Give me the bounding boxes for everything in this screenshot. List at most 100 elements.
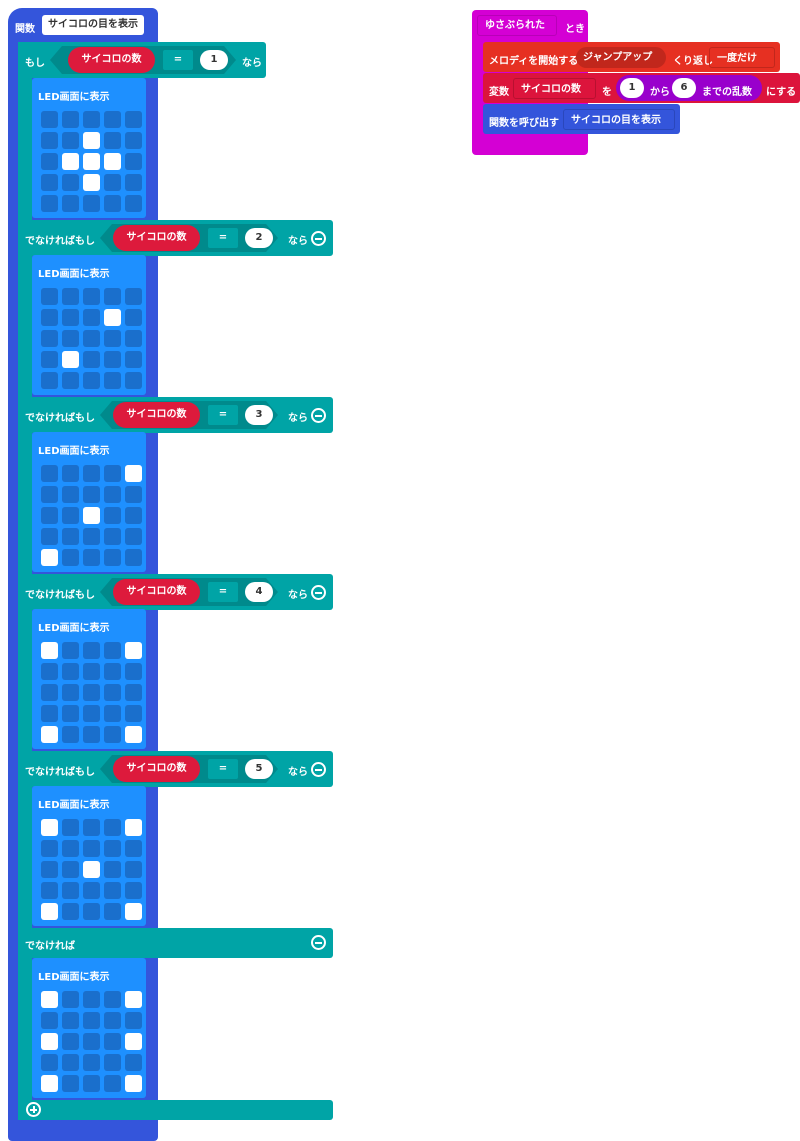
led-cell[interactable] bbox=[104, 882, 121, 899]
led-cell[interactable] bbox=[125, 309, 142, 326]
led-cell[interactable] bbox=[104, 903, 121, 920]
led-cell[interactable] bbox=[83, 903, 100, 920]
minus-circle-icon[interactable] bbox=[311, 762, 326, 777]
led-cell[interactable] bbox=[83, 840, 100, 857]
led-cell[interactable] bbox=[125, 903, 142, 920]
value-input[interactable]: 3 bbox=[245, 405, 273, 425]
led-cell[interactable] bbox=[62, 486, 79, 503]
led-cell[interactable] bbox=[83, 991, 100, 1008]
led-cell[interactable] bbox=[62, 507, 79, 524]
led-cell[interactable] bbox=[41, 882, 58, 899]
led-cell[interactable] bbox=[83, 1033, 100, 1050]
led-cell[interactable] bbox=[104, 819, 121, 836]
led-cell[interactable] bbox=[83, 372, 100, 389]
led-cell[interactable] bbox=[83, 882, 100, 899]
led-cell[interactable] bbox=[125, 1012, 142, 1029]
led-cell[interactable] bbox=[83, 486, 100, 503]
led-cell[interactable] bbox=[62, 991, 79, 1008]
else-row[interactable]: でなければ bbox=[18, 928, 333, 958]
led-cell[interactable] bbox=[125, 861, 142, 878]
random-block[interactable]: 1 から 6 までの乱数 bbox=[616, 75, 762, 101]
led-cell[interactable] bbox=[62, 330, 79, 347]
variable-reporter[interactable]: サイコロの数 bbox=[113, 756, 200, 782]
play-melody-block[interactable]: メロディを開始する ジャンプアップ くり返し 一度だけ bbox=[483, 42, 780, 72]
led-cell[interactable] bbox=[125, 195, 142, 212]
led-cell[interactable] bbox=[41, 684, 58, 701]
show-leds-block[interactable]: LED画面に表示 bbox=[32, 432, 146, 572]
led-cell[interactable] bbox=[41, 330, 58, 347]
random-max-input[interactable]: 6 bbox=[672, 78, 696, 98]
led-cell[interactable] bbox=[104, 684, 121, 701]
led-cell[interactable] bbox=[41, 819, 58, 836]
led-cell[interactable] bbox=[62, 351, 79, 368]
led-cell[interactable] bbox=[41, 642, 58, 659]
led-cell[interactable] bbox=[83, 663, 100, 680]
led-cell[interactable] bbox=[104, 174, 121, 191]
led-cell[interactable] bbox=[62, 663, 79, 680]
led-cell[interactable] bbox=[62, 642, 79, 659]
gesture-dropdown[interactable]: ゆさぶられた bbox=[477, 15, 557, 36]
show-leds-block[interactable]: LED画面に表示 bbox=[32, 609, 146, 749]
show-leds-block[interactable]: LED画面に表示 bbox=[32, 78, 146, 218]
repeat-dropdown[interactable]: 一度だけ bbox=[709, 47, 775, 68]
led-cell[interactable] bbox=[125, 372, 142, 389]
show-leds-block[interactable]: LED画面に表示 bbox=[32, 255, 146, 395]
led-cell[interactable] bbox=[62, 528, 79, 545]
show-leds-block[interactable]: LED画面に表示 bbox=[32, 786, 146, 926]
led-cell[interactable] bbox=[62, 726, 79, 743]
led-cell[interactable] bbox=[125, 642, 142, 659]
else-if-row[interactable]: でなければもし サイコロの数 = 3 なら bbox=[18, 397, 333, 433]
led-cell[interactable] bbox=[125, 111, 142, 128]
led-cell[interactable] bbox=[104, 1054, 121, 1071]
led-cell[interactable] bbox=[104, 726, 121, 743]
led-cell[interactable] bbox=[104, 1033, 121, 1050]
led-cell[interactable] bbox=[83, 465, 100, 482]
led-cell[interactable] bbox=[41, 903, 58, 920]
led-cell[interactable] bbox=[104, 507, 121, 524]
led-cell[interactable] bbox=[125, 819, 142, 836]
led-cell[interactable] bbox=[83, 726, 100, 743]
led-cell[interactable] bbox=[41, 663, 58, 680]
minus-circle-icon[interactable] bbox=[311, 585, 326, 600]
led-cell[interactable] bbox=[104, 528, 121, 545]
minus-circle-icon[interactable] bbox=[311, 935, 326, 950]
call-function-block[interactable]: 関数を呼び出す サイコロの目を表示 bbox=[483, 104, 680, 134]
minus-circle-icon[interactable] bbox=[311, 231, 326, 246]
led-cell[interactable] bbox=[125, 705, 142, 722]
led-cell[interactable] bbox=[125, 840, 142, 857]
led-cell[interactable] bbox=[104, 351, 121, 368]
led-cell[interactable] bbox=[125, 991, 142, 1008]
led-cell[interactable] bbox=[83, 705, 100, 722]
led-cell[interactable] bbox=[125, 132, 142, 149]
variable-dropdown[interactable]: サイコロの数 bbox=[513, 78, 596, 99]
led-cell[interactable] bbox=[62, 153, 79, 170]
led-cell[interactable] bbox=[83, 1012, 100, 1029]
value-input[interactable]: 4 bbox=[245, 582, 273, 602]
led-cell[interactable] bbox=[104, 1075, 121, 1092]
led-cell[interactable] bbox=[125, 351, 142, 368]
led-cell[interactable] bbox=[125, 663, 142, 680]
led-cell[interactable] bbox=[83, 549, 100, 566]
value-input[interactable]: 5 bbox=[245, 759, 273, 779]
led-cell[interactable] bbox=[104, 111, 121, 128]
led-cell[interactable] bbox=[62, 819, 79, 836]
led-cell[interactable] bbox=[104, 840, 121, 857]
led-cell[interactable] bbox=[62, 309, 79, 326]
led-cell[interactable] bbox=[125, 465, 142, 482]
melody-dropdown[interactable]: ジャンプアップ bbox=[576, 47, 666, 68]
led-cell[interactable] bbox=[83, 174, 100, 191]
led-cell[interactable] bbox=[41, 195, 58, 212]
led-cell[interactable] bbox=[41, 111, 58, 128]
led-cell[interactable] bbox=[125, 528, 142, 545]
led-cell[interactable] bbox=[104, 705, 121, 722]
operator-dropdown[interactable]: = bbox=[207, 404, 239, 426]
led-cell[interactable] bbox=[83, 1054, 100, 1071]
value-input[interactable]: 2 bbox=[245, 228, 273, 248]
led-cell[interactable] bbox=[41, 726, 58, 743]
led-cell[interactable] bbox=[62, 288, 79, 305]
led-cell[interactable] bbox=[41, 132, 58, 149]
else-if-row[interactable]: でなければもし サイコロの数 = 5 なら bbox=[18, 751, 333, 787]
led-cell[interactable] bbox=[83, 351, 100, 368]
led-cell[interactable] bbox=[104, 861, 121, 878]
led-cell[interactable] bbox=[104, 486, 121, 503]
